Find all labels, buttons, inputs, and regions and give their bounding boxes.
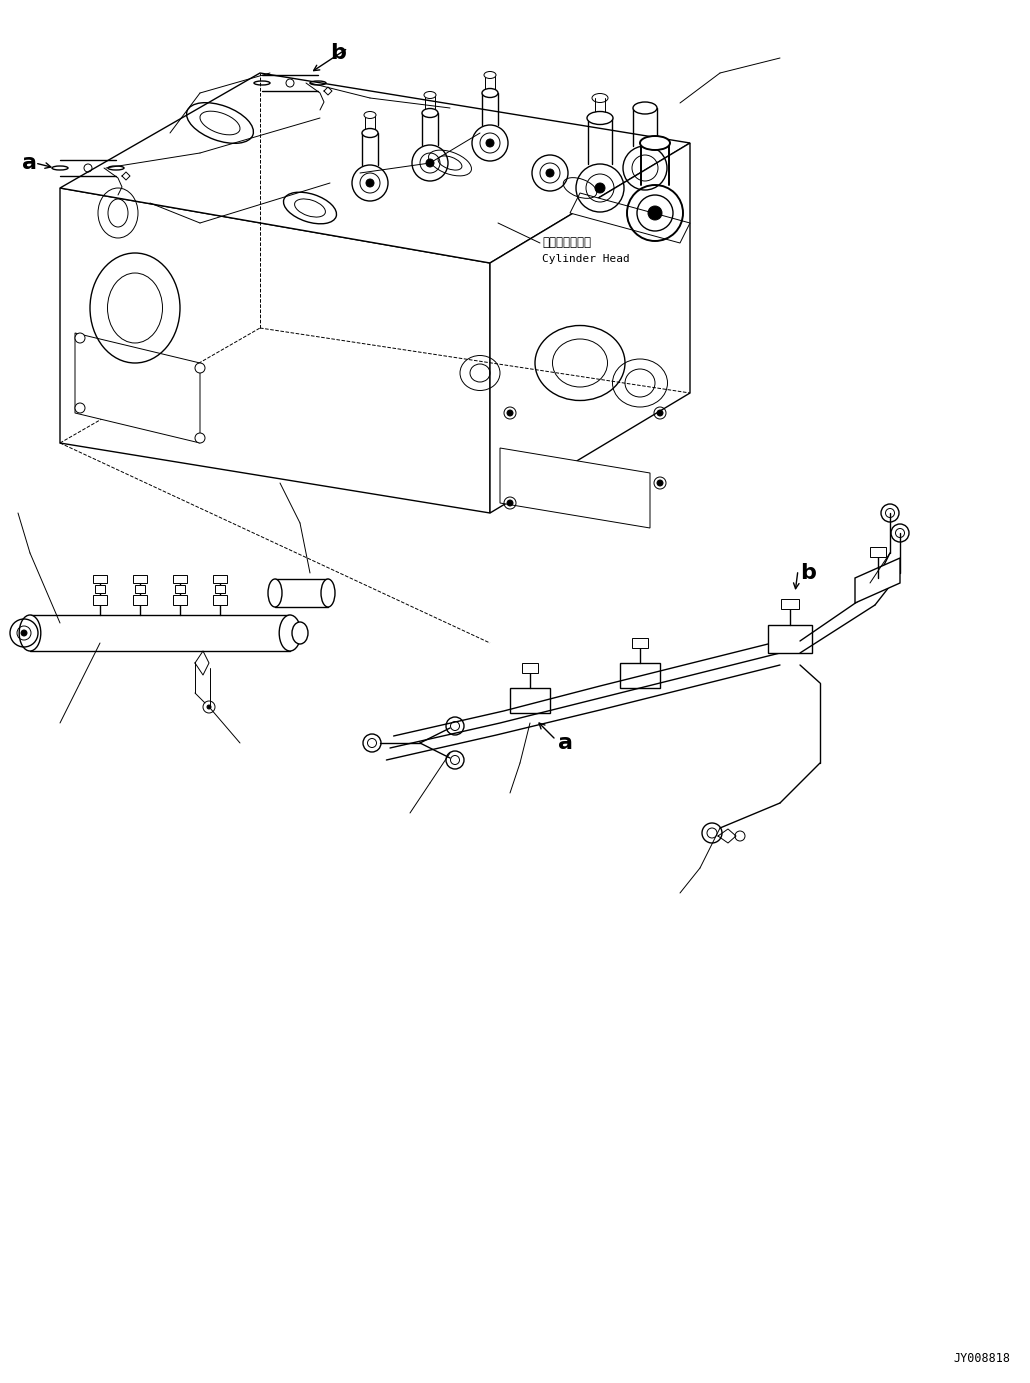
Ellipse shape [640, 136, 670, 149]
Bar [173, 575, 187, 584]
Bar [781, 599, 799, 609]
Ellipse shape [484, 72, 496, 79]
Ellipse shape [321, 579, 335, 607]
Circle shape [546, 169, 554, 177]
Bar [632, 638, 648, 649]
Polygon shape [490, 142, 690, 513]
Text: JY008818: JY008818 [953, 1353, 1010, 1365]
Bar [522, 662, 538, 674]
Bar [95, 585, 105, 593]
Text: Cylinder Head: Cylinder Head [542, 254, 629, 264]
Ellipse shape [20, 615, 41, 651]
Circle shape [486, 140, 494, 147]
Circle shape [657, 409, 663, 416]
Circle shape [426, 159, 434, 167]
Circle shape [75, 333, 85, 343]
Ellipse shape [422, 108, 438, 118]
Bar [135, 585, 145, 593]
Bar [215, 585, 225, 593]
Text: b: b [330, 43, 346, 64]
Circle shape [366, 178, 374, 187]
Polygon shape [620, 662, 660, 687]
Bar [173, 595, 187, 604]
Bar [93, 595, 107, 604]
Polygon shape [60, 73, 690, 263]
Polygon shape [570, 194, 690, 243]
Polygon shape [75, 333, 200, 443]
Ellipse shape [587, 112, 613, 124]
Ellipse shape [279, 615, 301, 651]
Bar [870, 548, 886, 557]
Polygon shape [855, 557, 900, 603]
Bar [213, 575, 227, 584]
Circle shape [657, 480, 663, 485]
Ellipse shape [268, 579, 282, 607]
Circle shape [195, 362, 205, 373]
Circle shape [195, 433, 205, 443]
Text: a: a [22, 154, 37, 173]
Circle shape [75, 402, 85, 414]
Bar [213, 595, 227, 604]
Circle shape [648, 206, 662, 220]
Polygon shape [60, 188, 490, 513]
Text: b: b [800, 563, 816, 584]
Circle shape [595, 183, 605, 194]
Polygon shape [510, 687, 550, 714]
Ellipse shape [424, 91, 436, 98]
Ellipse shape [482, 89, 497, 97]
Bar [93, 575, 107, 584]
Polygon shape [500, 448, 650, 528]
Ellipse shape [291, 622, 308, 644]
Circle shape [507, 501, 513, 506]
Circle shape [507, 409, 513, 416]
Circle shape [207, 705, 211, 709]
Ellipse shape [364, 112, 376, 119]
Bar [175, 585, 185, 593]
Circle shape [21, 631, 27, 636]
Bar [133, 575, 147, 584]
Ellipse shape [362, 129, 378, 137]
Text: シリンダヘッド: シリンダヘッド [542, 236, 591, 249]
Text: a: a [558, 733, 573, 752]
Ellipse shape [633, 102, 657, 113]
Bar [133, 595, 147, 604]
Polygon shape [768, 625, 812, 653]
